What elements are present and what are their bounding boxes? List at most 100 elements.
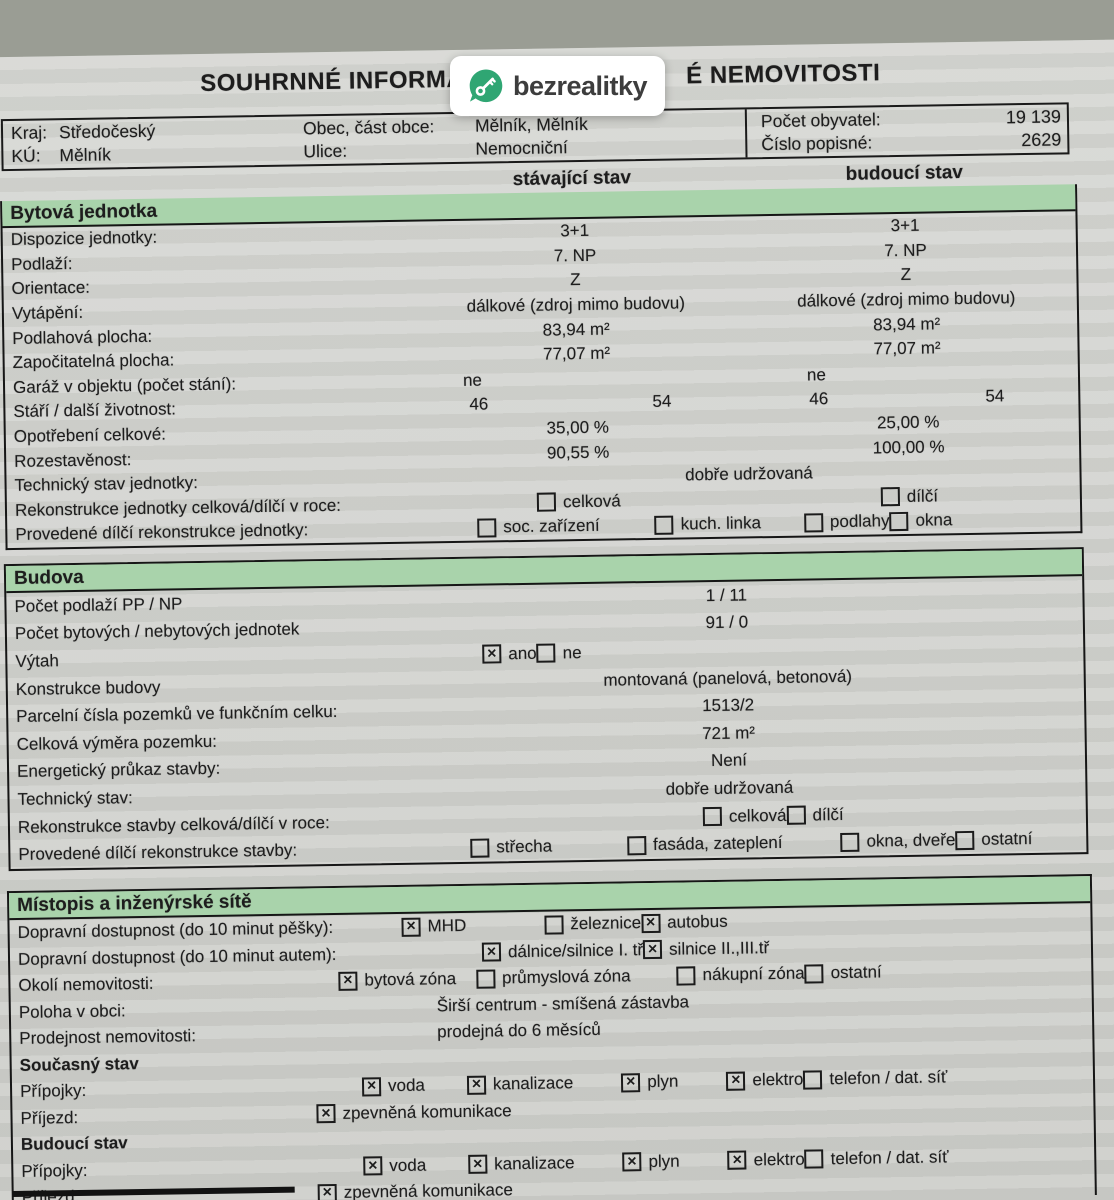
checkbox-box [840,832,860,852]
checkbox-plyn: × plyn [622,1151,680,1172]
checkbox-voda: × voda [361,1076,425,1097]
row-value-current: 7. NP [553,245,597,266]
checkbox-box [803,1070,823,1090]
checkbox-box: × [642,940,663,960]
subsection-soucasny-stav: Současný stav [19,1053,139,1075]
checkbox-box: × [317,1183,337,1200]
checkbox-telefon-dat-sit: telefon / dat. síť [804,1147,949,1169]
row-value-current: dálkové (zdroj mimo budovu) [466,293,686,316]
row-value-future: dálkové (zdroj mimo budovu) [797,288,1016,311]
checkbox-dilci: dílčí [786,804,844,825]
row-value-current: 35,00 % [546,417,610,438]
row-value: Širší centrum - smíšená zástavba [436,992,690,1016]
kraj-value: Středočeský [58,120,156,143]
row-value-future: 77,07 m² [873,338,941,359]
row-value-current: Z [570,270,581,290]
location-col-counts: Počet obyvatel: 19 139 Číslo popisné: 2629 [744,104,1068,158]
checkbox-box: × [361,1077,382,1097]
checkbox-silnice-ii-iii: × silnice II.,III.tř [642,938,769,960]
subsection-budouci-stav: Budoucí stav [20,1133,128,1155]
checkbox-celkova: celková [702,805,787,827]
checkbox-voda: × voda [363,1155,426,1176]
bezrealitky-badge: bezrealitky [450,56,665,116]
checkbox-fasada-zatepleni: fasáda, zateplení [626,833,783,855]
row-value-current: 83,94 m² [542,319,610,340]
checkbox-box [786,805,806,825]
checkbox-box: × [401,917,421,937]
checkbox-box: × [481,942,502,962]
document-title-left: SOUHRNNÉ INFORMA [200,65,465,97]
col-header-stavajici: stávající stav [512,166,632,190]
checkbox-box: × [363,1156,383,1176]
checkbox-box: × [466,1075,487,1095]
checkbox-box: × [468,1154,488,1175]
checkbox-box [626,835,647,855]
obec-value: Mělník, Mělník [474,113,588,136]
obyvatel-label: Počet obyvatel: [760,109,881,132]
ku-label: KÚ: [11,145,41,166]
place-table: Místopis a inženýrské sítě Dopravní dost… [6,874,1097,1200]
checkbox-box [654,515,674,535]
row-value-current: 90,55 % [546,442,610,463]
building-table: Budova Počet podlaží PP / NP 1 / 11 Počet… [3,547,1089,872]
row-value-future: 100,00 % [872,436,945,458]
row-value-current: 3+1 [560,221,590,241]
checkbox-box [889,511,909,532]
obyvatel-value: 19 139 [1005,106,1062,128]
ulice-label: Ulice: [303,140,348,162]
cislo-popisne-value: 2629 [1021,129,1062,151]
checkbox-box [804,1149,824,1169]
checkbox-box [803,513,824,533]
row-value-current: ne [462,370,483,390]
checkbox-strecha: střecha [470,837,552,858]
checkbox-mhd: × MHD [401,916,466,937]
checkbox-box: × [482,644,502,665]
checkbox-box: × [640,913,661,933]
checkbox-box [955,830,975,850]
checkbox-dilci: dílčí [880,486,938,507]
checkbox-kanalizace: × kanalizace [468,1153,575,1175]
row-value-future: 25,00 % [876,412,940,433]
checkbox-podlahy: podlahy [803,512,890,533]
row-value-future: ne [806,365,827,385]
checkbox-box [544,915,564,935]
checkbox-box: × [621,1072,641,1093]
col-header-budouci: budoucí stav [845,161,964,185]
row-value: prodejná do 6 měsíců [437,1020,601,1042]
checkbox-nakupni-zona: nákupní zóna [676,964,805,986]
ku-value: Mělník [59,144,112,166]
brand-pin-icon [469,69,503,103]
row-value-current: 77,07 m² [542,343,611,364]
checkbox-box [470,838,490,858]
checkbox-elektro: × elektro [726,1070,804,1091]
checkbox-soc-zarizeni: soc. zařízení [477,516,600,538]
obec-label: Obec, část obce: [302,116,435,139]
checkbox-kuch-linka: kuch. linka [654,514,762,536]
checkbox-box [880,487,900,507]
row-value-future: 3+1 [890,215,920,236]
paper-sheet: SOUHRNNÉ INFORMA É NEMOVITOSTI Kraj: Stře… [0,38,1114,1200]
checkbox-box [804,964,824,984]
checkbox-box [676,966,696,986]
checkbox-box [475,969,496,989]
section-mistopis: Místopis a inženýrské sítě Dopravní dost… [6,874,1097,1200]
location-col-obec: Obec, část obce: Mělník, Mělník Ulice: Nem… [303,109,746,164]
checkbox-ne: ne [536,643,582,664]
checkbox-box: × [726,1071,746,1091]
section-budova: Budova Počet podlaží PP / NP 1 / 11 Počet… [3,547,1089,872]
checkbox-telefon-dat-sit: telefon / dat. síť [803,1068,947,1090]
checkbox-celkova: celková [536,491,621,513]
row-value-future: Z [900,265,912,285]
checkbox-okna-dvere: okna, dveře [840,830,956,852]
checkbox-ano: × ano [482,644,537,665]
checkbox-box: × [338,971,358,991]
checkbox-ostatni: ostatní [955,829,1033,850]
ulice-value: Nemocniční [475,137,568,159]
checkbox-box [536,643,556,664]
checkbox-box [477,518,497,538]
checkbox-bytova-zona: × bytová zóna [338,969,456,991]
checkbox-elektro: × elektro [727,1149,805,1171]
row-value-future: 83,94 m² [872,314,941,335]
checkbox-zpevnena-komunikace: × zpevněná komunikace [317,1180,513,1200]
